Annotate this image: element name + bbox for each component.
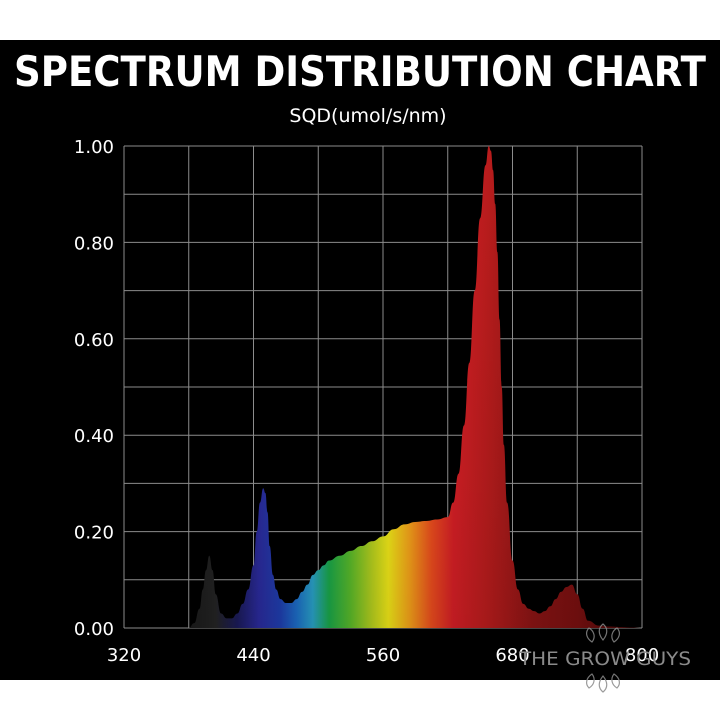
leaf-logo-icon	[586, 623, 620, 693]
x-tick-label: 320	[107, 645, 141, 666]
y-tick-label: 0.40	[74, 426, 114, 447]
x-tick-label: 560	[366, 645, 400, 666]
x-tick-label: 680	[495, 645, 529, 666]
y-axis-label: SQD(umol/s/nm)	[289, 105, 446, 127]
y-tick-label: 0.80	[74, 233, 114, 254]
y-tick-label: 0.60	[74, 330, 114, 351]
y-tick-label: 1.00	[74, 137, 114, 158]
x-tick-label: 440	[236, 645, 270, 666]
y-tick-label: 0.20	[74, 523, 114, 544]
watermark-text: THE GROW GUYS	[518, 648, 691, 670]
watermark: THE GROW GUYS	[518, 623, 691, 693]
spectrum-area	[188, 146, 642, 628]
chart-title: SPECTRUM DISTRIBUTION CHART	[14, 47, 706, 96]
x-tick-label: 800	[625, 645, 659, 666]
x-tick-labels: 320 440 560 680 800	[107, 645, 659, 666]
spectrum-series-shading	[188, 146, 642, 628]
y-tick-label: 0.00	[74, 619, 114, 640]
y-tick-labels: 0.00 0.20 0.40 0.60 0.80 1.00	[74, 137, 114, 640]
